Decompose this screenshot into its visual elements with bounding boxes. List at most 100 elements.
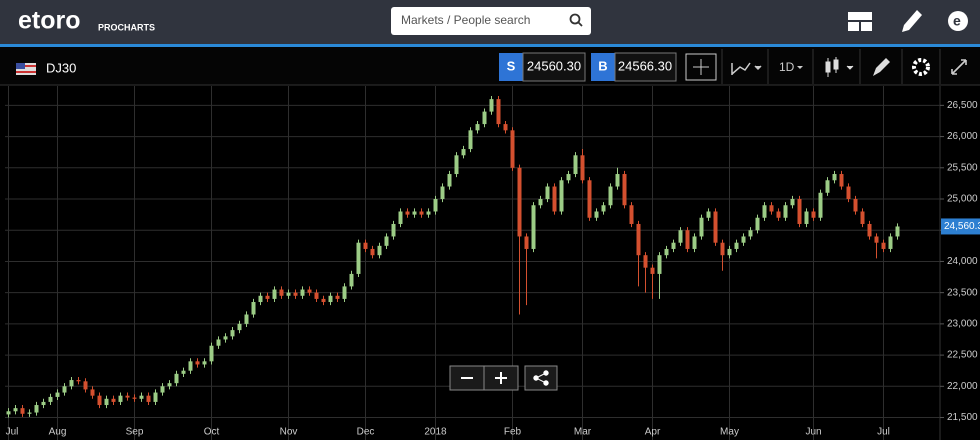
buy-button[interactable] [591,53,615,81]
chart: 21,500 22,000 22,500 23,000 23,500 24,000 24,5… [5,86,980,440]
candle-body [636,223,641,256]
y-tick-label: 25,500 [947,162,978,173]
x-tick-label: 2018 [424,427,447,438]
candle-body [377,245,382,256]
x-tick-label: Jul [877,427,890,438]
candle-body [34,405,39,413]
candle-body [622,174,627,206]
candle-body [608,186,613,206]
chart-type-icon[interactable] [731,62,762,75]
candle-body [797,199,802,224]
candle-body [139,395,144,399]
y-tick-label: 26,000 [947,131,978,142]
candle-body [580,155,585,181]
x-tick-label: Oct [204,427,220,438]
candle-body [685,230,690,249]
symbol[interactable]: DJ30 [46,60,76,75]
candle-body [321,298,326,303]
candle-body [671,242,676,249]
candle-body [657,255,662,274]
candle-body [468,130,473,150]
share-button[interactable] [524,365,558,391]
crosshair-button[interactable] [685,53,717,81]
candle-body [531,205,536,249]
candle-body [251,302,256,315]
x-tick-label: Jun [805,427,821,438]
search-icon[interactable] [569,13,583,27]
candle-body [167,383,172,387]
candle-body [244,314,249,324]
candle-body [391,223,396,237]
sell-price-box[interactable] [522,52,586,82]
y-tick-label: 22,500 [947,350,978,361]
candle-body [230,330,235,337]
candle-body [629,205,634,224]
candle-body [734,242,739,249]
search-placeholder: Markets / People search [401,13,530,27]
candle-body [517,167,522,237]
candle-body [83,381,88,390]
candle-body [62,386,67,393]
candle-body [342,286,347,299]
candle-body [790,199,795,206]
candle-body [349,273,354,287]
x-tick-label: Feb [504,427,522,438]
toolbar-dividers [721,49,941,84]
candle-body [447,174,452,187]
candle-body [601,205,606,212]
candle-body [587,180,592,218]
candle-body [286,292,291,296]
current-price-tag [941,218,980,235]
flag-icon [16,63,36,75]
candle-body [566,174,571,181]
settings-icon[interactable] [912,58,930,76]
toolbar [0,47,980,85]
candle-body [776,211,781,218]
timeframe[interactable]: 1D [779,60,795,74]
candle-body [874,236,879,243]
y-tick-label: 23,000 [947,319,978,330]
zoom-controls [449,365,558,391]
candle-body [615,174,620,187]
candle-body [503,124,508,131]
candle-body [559,180,564,212]
candle-body [839,174,844,187]
candle-body [237,323,242,331]
sell-button[interactable] [499,53,523,81]
candle-body [727,248,732,256]
y-tick-label: 25,000 [947,194,978,205]
edit-icon[interactable] [902,10,922,32]
etoro-icon[interactable]: e [948,11,968,31]
timeframe-arrow[interactable] [797,66,803,69]
candle-body [132,397,137,399]
layout-icon[interactable] [848,12,872,31]
candle-body [510,130,515,168]
candle-body [279,289,284,296]
buy-price-box[interactable] [614,52,677,82]
candle-body [335,295,340,299]
draw-tool-icon[interactable] [873,58,890,76]
candle-body [475,124,480,131]
candle-body [41,401,46,406]
candle-body [181,370,186,374]
candle-body [307,289,312,293]
candle-body [594,211,599,218]
candle-body [755,217,760,231]
fullscreen-icon[interactable] [951,59,967,75]
candle-body [895,226,900,237]
top-bar-accent [0,44,980,47]
search-box[interactable] [391,7,591,35]
candle-body [706,211,711,218]
candle-body [769,205,774,212]
candle-body [153,392,158,402]
candle-body [867,223,872,237]
candle-type-icon[interactable] [825,57,854,77]
candle-body [188,361,193,371]
candle-body [783,205,788,218]
logo[interactable]: etoro [18,7,81,35]
candle-body [762,205,767,218]
candle-body [419,211,424,215]
candle-body [20,408,25,414]
candle-body [293,292,298,296]
